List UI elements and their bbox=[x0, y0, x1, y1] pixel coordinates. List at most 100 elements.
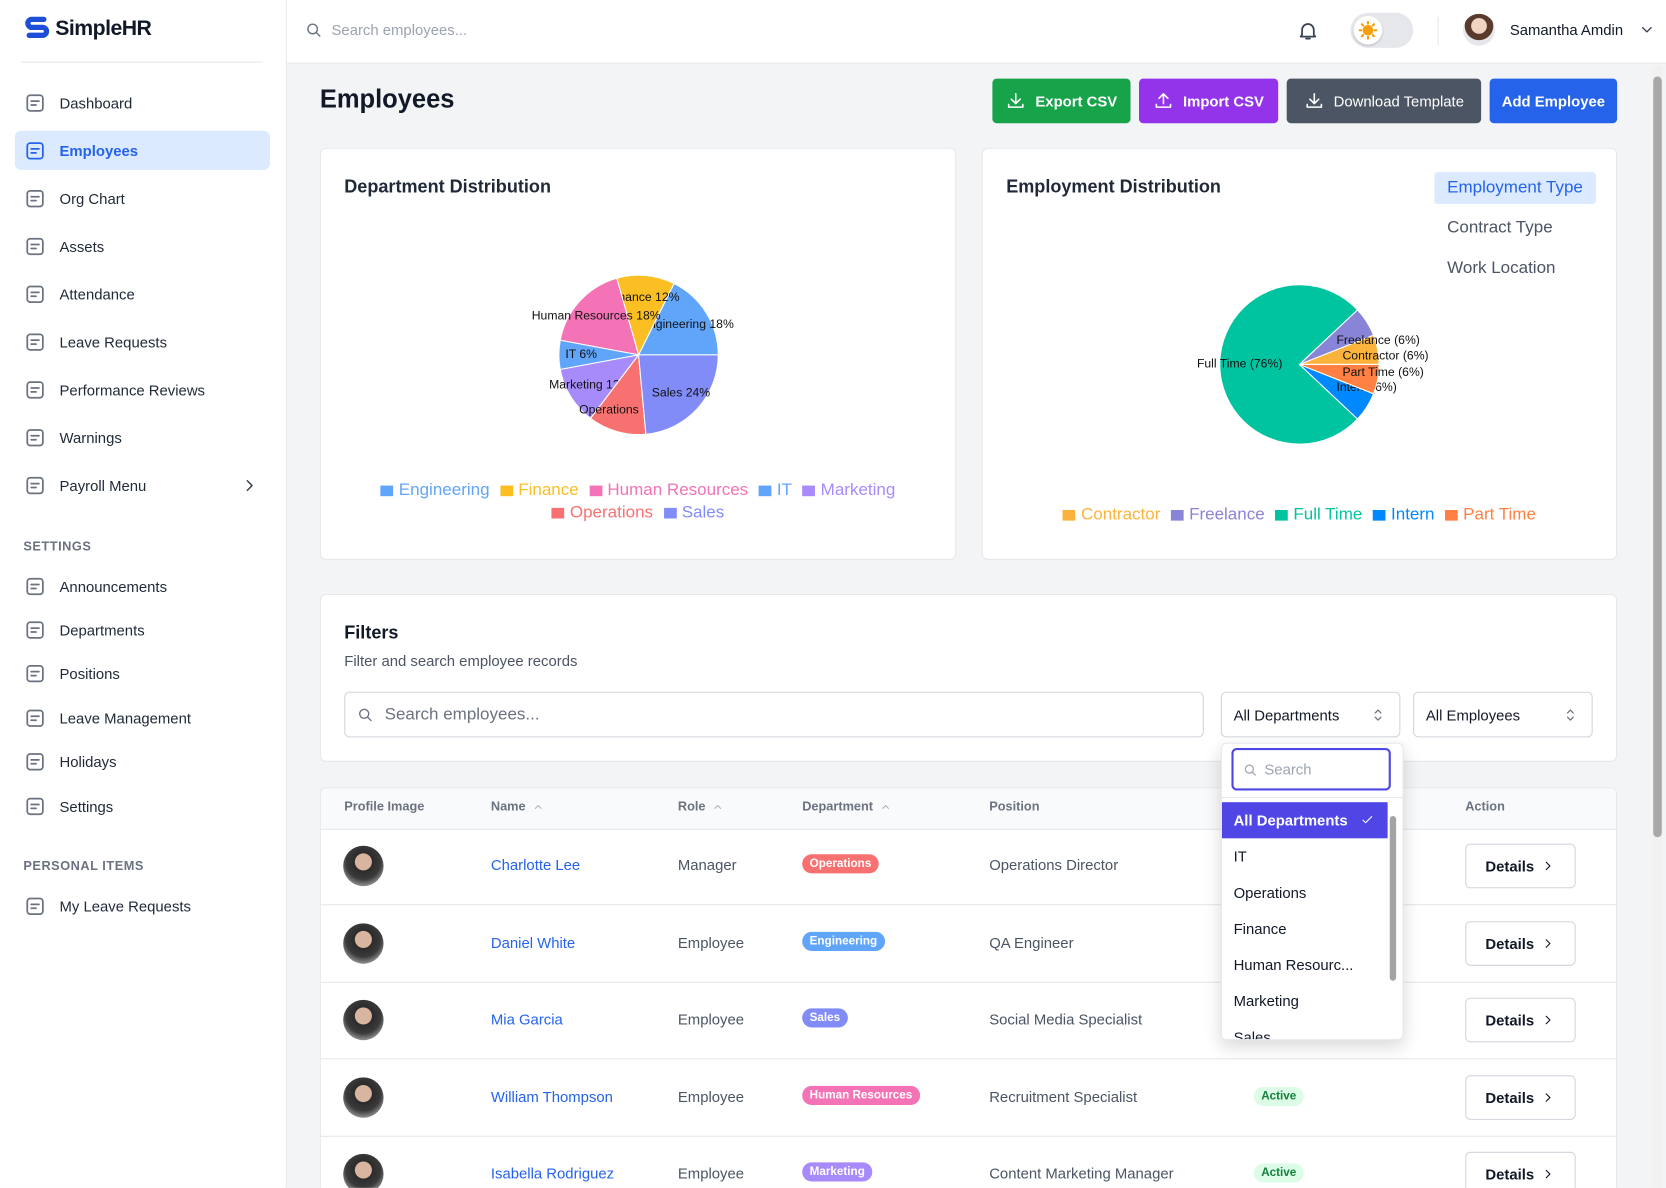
nav-label: Payroll Menu bbox=[59, 476, 147, 494]
action-button[interactable]: Import CSV bbox=[1139, 78, 1279, 124]
details-button[interactable]: Details bbox=[1465, 1151, 1576, 1188]
employee-name[interactable]: Charlotte Lee bbox=[490, 856, 581, 874]
top-search[interactable]: Search employees... bbox=[304, 20, 467, 39]
theme-toggle[interactable] bbox=[1350, 12, 1414, 48]
dropdown-option[interactable]: Marketing bbox=[1222, 983, 1388, 1019]
employee-name[interactable]: Mia Garcia bbox=[490, 1010, 563, 1028]
avatar bbox=[343, 922, 384, 964]
legend-swatch bbox=[500, 485, 513, 497]
icon bbox=[1374, 708, 1382, 721]
row-divider bbox=[320, 981, 1617, 983]
nav-item[interactable]: Announcements bbox=[15, 566, 270, 605]
icon bbox=[1545, 1015, 1551, 1025]
legend-swatch bbox=[1372, 510, 1386, 521]
employee-name[interactable]: Isabella Rodriguez bbox=[490, 1164, 615, 1182]
button-label: Details bbox=[1485, 1088, 1535, 1106]
dropdown-option[interactable]: Human Resourc... bbox=[1222, 947, 1388, 983]
icon bbox=[1358, 20, 1378, 40]
column-header[interactable]: Name bbox=[491, 799, 544, 814]
legend-item: IT bbox=[758, 481, 792, 500]
search-input[interactable]: Search employees... bbox=[344, 691, 1204, 738]
chart-title: Employment Distribution bbox=[1006, 176, 1221, 197]
scrollbar-track bbox=[1652, 65, 1663, 1188]
column-label: Position bbox=[989, 799, 1040, 814]
details-button[interactable]: Details bbox=[1465, 920, 1576, 966]
nav-label: Announcements bbox=[59, 577, 168, 595]
slice-label: Sales 24% bbox=[652, 386, 710, 400]
nav-item[interactable]: My Leave Requests bbox=[15, 886, 270, 925]
icon bbox=[26, 577, 44, 595]
button-label: Details bbox=[1485, 1011, 1535, 1029]
action-button[interactable]: Add Employee bbox=[1489, 78, 1618, 124]
icon bbox=[1545, 861, 1551, 871]
details-button[interactable]: Details bbox=[1465, 843, 1576, 889]
legend-item: Intern bbox=[1372, 506, 1434, 525]
dropdown-option[interactable]: Operations bbox=[1222, 874, 1388, 910]
pie-slice bbox=[559, 277, 640, 356]
nav-item[interactable]: Holidays bbox=[15, 742, 270, 781]
avatar bbox=[343, 1153, 384, 1188]
nav-item[interactable]: Departments bbox=[15, 610, 270, 649]
employee-name[interactable]: William Thompson bbox=[490, 1087, 613, 1105]
button-label: Details bbox=[1485, 857, 1535, 875]
nav-item[interactable]: Settings bbox=[15, 786, 270, 825]
row-divider bbox=[320, 1135, 1617, 1137]
icon bbox=[1155, 93, 1172, 108]
button-label: Import CSV bbox=[1182, 92, 1264, 110]
notifications[interactable] bbox=[1296, 19, 1319, 48]
legend-item: Marketing bbox=[802, 481, 895, 500]
button-label: Details bbox=[1485, 934, 1535, 952]
search-placeholder: Search employees... bbox=[331, 21, 468, 39]
column-header[interactable]: Role bbox=[678, 799, 724, 814]
column-header[interactable]: Department bbox=[802, 799, 891, 814]
dropdown-option[interactable]: All Departments bbox=[1221, 802, 1388, 839]
select[interactable]: All Employees bbox=[1413, 691, 1593, 738]
chart-tab[interactable]: Contract Type bbox=[1447, 218, 1553, 237]
department-badge: Marketing bbox=[802, 1162, 873, 1182]
nav-item[interactable]: Performance Reviews bbox=[15, 370, 270, 409]
details-button[interactable]: Details bbox=[1465, 1074, 1576, 1120]
dropdown-search[interactable]: Search bbox=[1231, 748, 1391, 791]
option-label: IT bbox=[1233, 847, 1247, 865]
slice-label: Part Time (6%) bbox=[1342, 365, 1423, 379]
details-button[interactable]: Details bbox=[1465, 997, 1576, 1043]
nav-item[interactable]: Employees bbox=[14, 130, 270, 170]
sidebar bbox=[0, 0, 287, 1188]
nav-item[interactable]: Org Chart bbox=[15, 179, 270, 218]
pie-slice bbox=[1219, 284, 1359, 445]
nav-label: Positions bbox=[59, 665, 120, 683]
section-heading: SETTINGS bbox=[23, 538, 92, 554]
legend-label: Finance bbox=[518, 481, 579, 500]
dropdown-option[interactable]: IT bbox=[1222, 838, 1388, 874]
action-button[interactable]: Download Template bbox=[1286, 78, 1482, 124]
nav-item[interactable]: Payroll Menu bbox=[15, 465, 270, 504]
employee-name[interactable]: Daniel White bbox=[490, 933, 576, 951]
icon bbox=[26, 665, 44, 683]
nav-item[interactable]: Leave Requests bbox=[15, 322, 270, 361]
legend-swatch bbox=[802, 485, 816, 497]
column-label: Role bbox=[677, 799, 706, 814]
dropdown-option[interactable]: Finance bbox=[1222, 911, 1388, 947]
nav-item[interactable]: Dashboard bbox=[15, 83, 270, 122]
nav-item[interactable]: Positions bbox=[15, 654, 270, 693]
chart-tab[interactable]: Employment Type bbox=[1434, 172, 1596, 204]
employee-position: Social Media Specialist bbox=[989, 1010, 1143, 1028]
nav-item[interactable]: Warnings bbox=[15, 418, 270, 457]
nav-item[interactable]: Attendance bbox=[15, 274, 270, 313]
option-label: Marketing bbox=[1233, 992, 1299, 1010]
action-button[interactable]: Export CSV bbox=[992, 78, 1131, 124]
nav-item[interactable]: Assets bbox=[15, 226, 270, 265]
chart-tab[interactable]: Work Location bbox=[1447, 259, 1556, 278]
nav-label: Employees bbox=[59, 141, 139, 159]
dropdown-option[interactable]: Sales bbox=[1222, 1019, 1388, 1040]
employee-role: Manager bbox=[677, 856, 737, 874]
select[interactable]: All Departments bbox=[1220, 691, 1401, 738]
department-badge: Engineering bbox=[802, 931, 885, 951]
icon bbox=[26, 380, 44, 399]
column-header: Action bbox=[1465, 799, 1505, 814]
user-menu[interactable]: Samantha Amdin bbox=[1463, 13, 1655, 46]
nav-item[interactable]: Leave Management bbox=[15, 698, 270, 737]
department-badge: Sales bbox=[802, 1008, 848, 1028]
employee-role: Employee bbox=[677, 1010, 745, 1028]
